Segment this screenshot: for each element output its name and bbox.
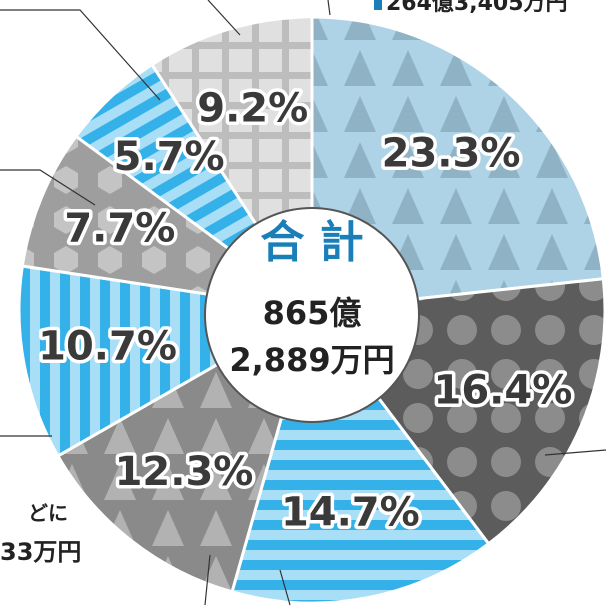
annotation: 33万円 <box>0 538 81 566</box>
annotation: 264億3,405万円 <box>386 0 568 16</box>
annotation-marker <box>374 0 382 10</box>
value-label: 12.3% <box>115 449 254 495</box>
value-label: 9.2% <box>197 86 308 132</box>
value-label: 23.3% <box>382 130 521 176</box>
annotation: どに <box>28 501 68 525</box>
value-label: 16.4% <box>434 368 573 414</box>
value-label: 7.7% <box>64 205 175 251</box>
center-title: 合 計 <box>260 217 363 268</box>
value-label: 14.7% <box>281 489 420 535</box>
value-label: 5.7% <box>114 134 225 180</box>
center-circle <box>204 207 420 423</box>
value-label: 10.7% <box>38 323 177 369</box>
total: 2,889万円 <box>229 341 394 379</box>
labels: 23.3% 16.4% 14.7% 12.3% 10.7% 7.7% 5.7%9.2% <box>35 82 576 539</box>
total: 865億 <box>263 294 362 332</box>
